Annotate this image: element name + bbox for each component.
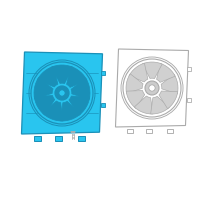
Circle shape xyxy=(31,62,93,124)
Polygon shape xyxy=(43,101,63,121)
Bar xyxy=(55,136,62,141)
Bar xyxy=(34,136,41,141)
Polygon shape xyxy=(157,63,175,82)
Polygon shape xyxy=(69,96,90,115)
Polygon shape xyxy=(159,91,178,109)
Circle shape xyxy=(55,86,69,100)
Polygon shape xyxy=(126,91,145,108)
Circle shape xyxy=(59,90,65,96)
Circle shape xyxy=(145,81,159,95)
Bar xyxy=(127,129,133,132)
Polygon shape xyxy=(34,96,55,115)
Circle shape xyxy=(149,85,155,91)
Bar xyxy=(187,66,191,71)
Polygon shape xyxy=(37,66,58,87)
Polygon shape xyxy=(52,65,73,84)
Polygon shape xyxy=(129,63,148,82)
Bar xyxy=(78,136,85,141)
Polygon shape xyxy=(134,96,153,114)
Polygon shape xyxy=(61,101,81,121)
Polygon shape xyxy=(116,49,188,127)
Polygon shape xyxy=(161,74,178,94)
Polygon shape xyxy=(126,74,143,93)
Polygon shape xyxy=(67,66,87,87)
Bar xyxy=(146,129,152,132)
Bar xyxy=(166,129,172,132)
Bar xyxy=(187,98,191,102)
Bar xyxy=(101,71,105,74)
Polygon shape xyxy=(142,62,162,79)
Polygon shape xyxy=(22,52,102,134)
Polygon shape xyxy=(71,78,90,99)
Polygon shape xyxy=(34,78,53,99)
Bar xyxy=(101,103,105,107)
Circle shape xyxy=(123,59,181,117)
Polygon shape xyxy=(151,96,169,114)
